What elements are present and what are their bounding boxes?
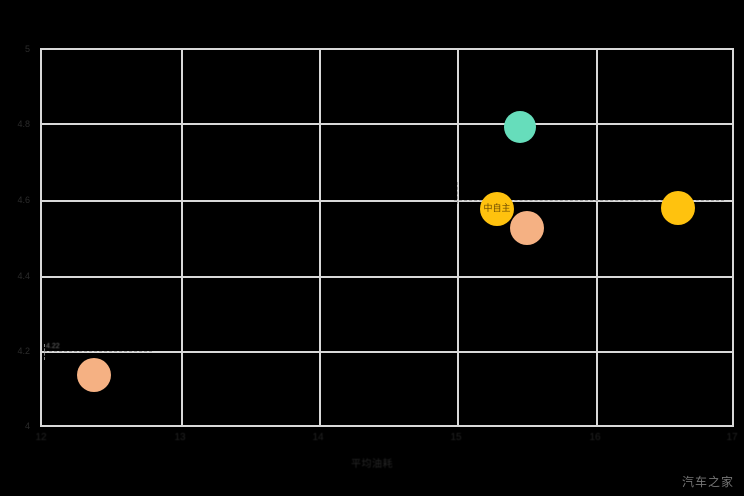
data-point-1[interactable] xyxy=(480,192,514,226)
watermark: 汽车之家 xyxy=(681,475,734,489)
reference-line-horizontal-low xyxy=(44,351,152,352)
x-tick-label-1: 13 xyxy=(174,432,186,443)
x-tick-label-4: 16 xyxy=(589,432,601,443)
plot-area: 4.22 中自主 xyxy=(40,48,734,427)
y-tick-label-5: 4 xyxy=(24,421,30,431)
gridline-y-4-2 xyxy=(42,351,734,353)
gridline-y-4-4 xyxy=(42,276,734,278)
x-tick-label-5: 17 xyxy=(726,432,738,443)
x-tick-label-0: 12 xyxy=(35,432,47,443)
reference-line-horizontal-mid xyxy=(454,200,724,201)
reference-label-low: 4.22 xyxy=(46,343,60,350)
gridline-y-5 xyxy=(42,48,734,50)
data-point-0[interactable] xyxy=(77,358,111,392)
gridline-x-13 xyxy=(181,48,183,427)
gridline-x-15 xyxy=(457,48,459,427)
gridline-x-14 xyxy=(319,48,321,427)
data-point-2[interactable] xyxy=(510,211,544,245)
y-tick-label-1: 4.8 xyxy=(17,119,30,129)
x-axis-title: 平均油耗 xyxy=(351,459,393,470)
data-point-3[interactable] xyxy=(504,111,536,143)
y-tick-label-2: 4.6 xyxy=(17,195,30,205)
y-tick-label-0: 5 xyxy=(24,44,30,54)
data-point-4[interactable] xyxy=(661,191,695,225)
gridline-y-4-8 xyxy=(42,123,734,125)
y-tick-label-3: 4.4 xyxy=(17,271,30,281)
reference-line-vertical-mid xyxy=(457,182,458,204)
x-tick-label-3: 15 xyxy=(450,432,462,443)
x-tick-label-2: 14 xyxy=(312,432,324,443)
reference-line-vertical-low xyxy=(44,344,45,360)
gridline-x-17 xyxy=(732,48,734,427)
gridline-y-4-6 xyxy=(42,200,734,202)
gridline-x-16 xyxy=(596,48,598,427)
y-tick-label-4: 4.2 xyxy=(17,346,30,356)
